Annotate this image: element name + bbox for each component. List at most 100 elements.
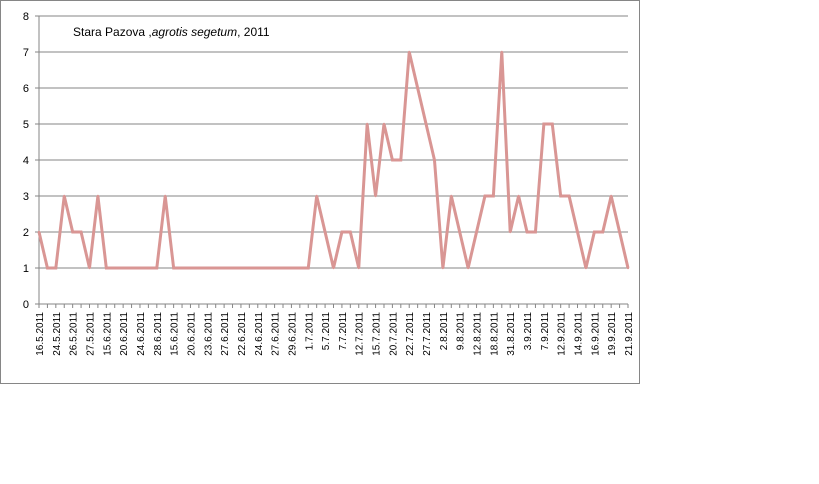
chart-title-part: agrotis segetum [152, 25, 237, 39]
data-point [391, 158, 394, 162]
x-tick-label: 3.9.2011 [523, 312, 534, 351]
x-tick-label: 12.9.2011 [557, 312, 568, 356]
data-point [37, 230, 41, 234]
x-tick-label: 15.7.2011 [372, 312, 383, 356]
data-point [264, 266, 268, 270]
data-point [71, 230, 74, 234]
data-point [593, 230, 596, 234]
data-point [517, 194, 520, 198]
data-point [357, 266, 360, 270]
data-point [483, 194, 487, 198]
data-point [349, 230, 352, 234]
data-point [147, 266, 150, 270]
data-point [458, 230, 461, 234]
data-point [509, 230, 512, 234]
x-tick-label: 22.6.2011 [237, 312, 248, 356]
x-tick-label: 7.9.2011 [540, 312, 551, 351]
data-point [79, 230, 83, 234]
x-tick-label: 27.7.2011 [422, 312, 433, 356]
data-point [609, 194, 613, 198]
x-tick-label: 2.8.2011 [439, 312, 450, 351]
data-point [424, 122, 428, 126]
y-tick-label: 6 [23, 83, 29, 95]
data-point [180, 266, 184, 270]
x-tick-label: 28.6.2011 [153, 312, 164, 356]
x-tick-label: 24.6.2011 [136, 312, 147, 356]
data-point [534, 230, 537, 234]
data-point [450, 194, 453, 198]
data-point [500, 50, 503, 54]
data-point [374, 194, 377, 198]
x-tick-label: 16.5.2011 [35, 312, 46, 356]
data-point [155, 266, 158, 270]
x-tick-label: 12.8.2011 [473, 312, 484, 356]
y-tick-label: 5 [23, 119, 29, 131]
data-point [248, 266, 251, 270]
data-point [46, 266, 49, 270]
y-axis-ticks: 0 1 2 3 4 5 6 7 8 [23, 11, 39, 311]
data-point [399, 158, 403, 162]
data-point [525, 230, 529, 234]
data-point [542, 122, 546, 126]
data-point [206, 266, 209, 270]
chart-title: Stara Pazova ,agrotis segetum, 2011 [73, 25, 270, 39]
data-point [138, 266, 142, 270]
x-tick-label: 27.6.2011 [271, 312, 282, 356]
data-point [197, 266, 201, 270]
x-tick-label: 31.8.2011 [506, 312, 517, 356]
data-point [307, 266, 310, 270]
line-chart: 0 1 2 3 4 5 6 7 8 16.5.2011 24.5.2011 26.5.2011 27.… [23, 11, 635, 356]
x-tick-label: 5.7.2011 [321, 312, 332, 351]
x-tick-label: 20.7.2011 [388, 312, 399, 356]
data-point [214, 266, 217, 270]
data-point [113, 266, 116, 270]
data-point [239, 266, 243, 270]
data-point [408, 50, 411, 54]
x-tick-label: 18.8.2011 [489, 312, 500, 356]
x-tick-label: 27.5.2011 [85, 312, 96, 356]
x-tick-label: 26.5.2011 [69, 312, 80, 356]
data-point [618, 230, 621, 234]
x-tick-label: 22.7.2011 [405, 312, 416, 356]
gridlines [39, 15, 628, 269]
data-point [290, 266, 293, 270]
x-tick-label: 24.6.2011 [254, 312, 265, 356]
x-tick-label: 16.9.2011 [590, 312, 601, 356]
data-point [365, 122, 369, 126]
data-point [96, 194, 100, 198]
data-point [441, 266, 445, 270]
y-tick-label: 4 [23, 155, 29, 167]
data-point [323, 230, 327, 234]
chart-title-part: , 2011 [237, 25, 270, 39]
y-tick-label: 2 [23, 227, 29, 239]
data-point [298, 266, 302, 270]
data-point [584, 266, 588, 270]
data-point [105, 266, 108, 270]
y-tick-label: 8 [23, 11, 29, 23]
data-point [576, 230, 579, 234]
x-tick-label: 21.9.2011 [624, 312, 635, 356]
data-point [172, 266, 175, 270]
y-tick-label: 0 [23, 299, 29, 311]
data-point [273, 266, 276, 270]
data-point [551, 122, 554, 126]
data-point [433, 158, 436, 162]
x-tick-label: 12.7.2011 [355, 312, 366, 356]
data-point [466, 266, 470, 270]
data-point [416, 86, 419, 90]
x-tick-label: 14.9.2011 [574, 312, 585, 356]
data-point [256, 266, 259, 270]
chart-area: 0 1 2 3 4 5 6 7 8 16.5.2011 24.5.2011 26.5.2011 27.… [0, 0, 640, 384]
data-point [164, 194, 167, 198]
data-point [382, 122, 386, 126]
x-tick-label: 20.6.2011 [186, 312, 197, 356]
y-tick-label: 1 [23, 263, 29, 275]
data-point [88, 266, 91, 270]
data-point [315, 194, 318, 198]
x-axis-ticks: 16.5.2011 24.5.2011 26.5.2011 27.5.2011 15.6… [35, 304, 635, 356]
x-tick-label: 15.6.2011 [170, 312, 181, 356]
x-tick-label: 7.7.2011 [338, 312, 349, 351]
y-tick-label: 3 [23, 191, 29, 203]
x-tick-label: 1.7.2011 [304, 312, 315, 351]
data-point [222, 266, 226, 270]
